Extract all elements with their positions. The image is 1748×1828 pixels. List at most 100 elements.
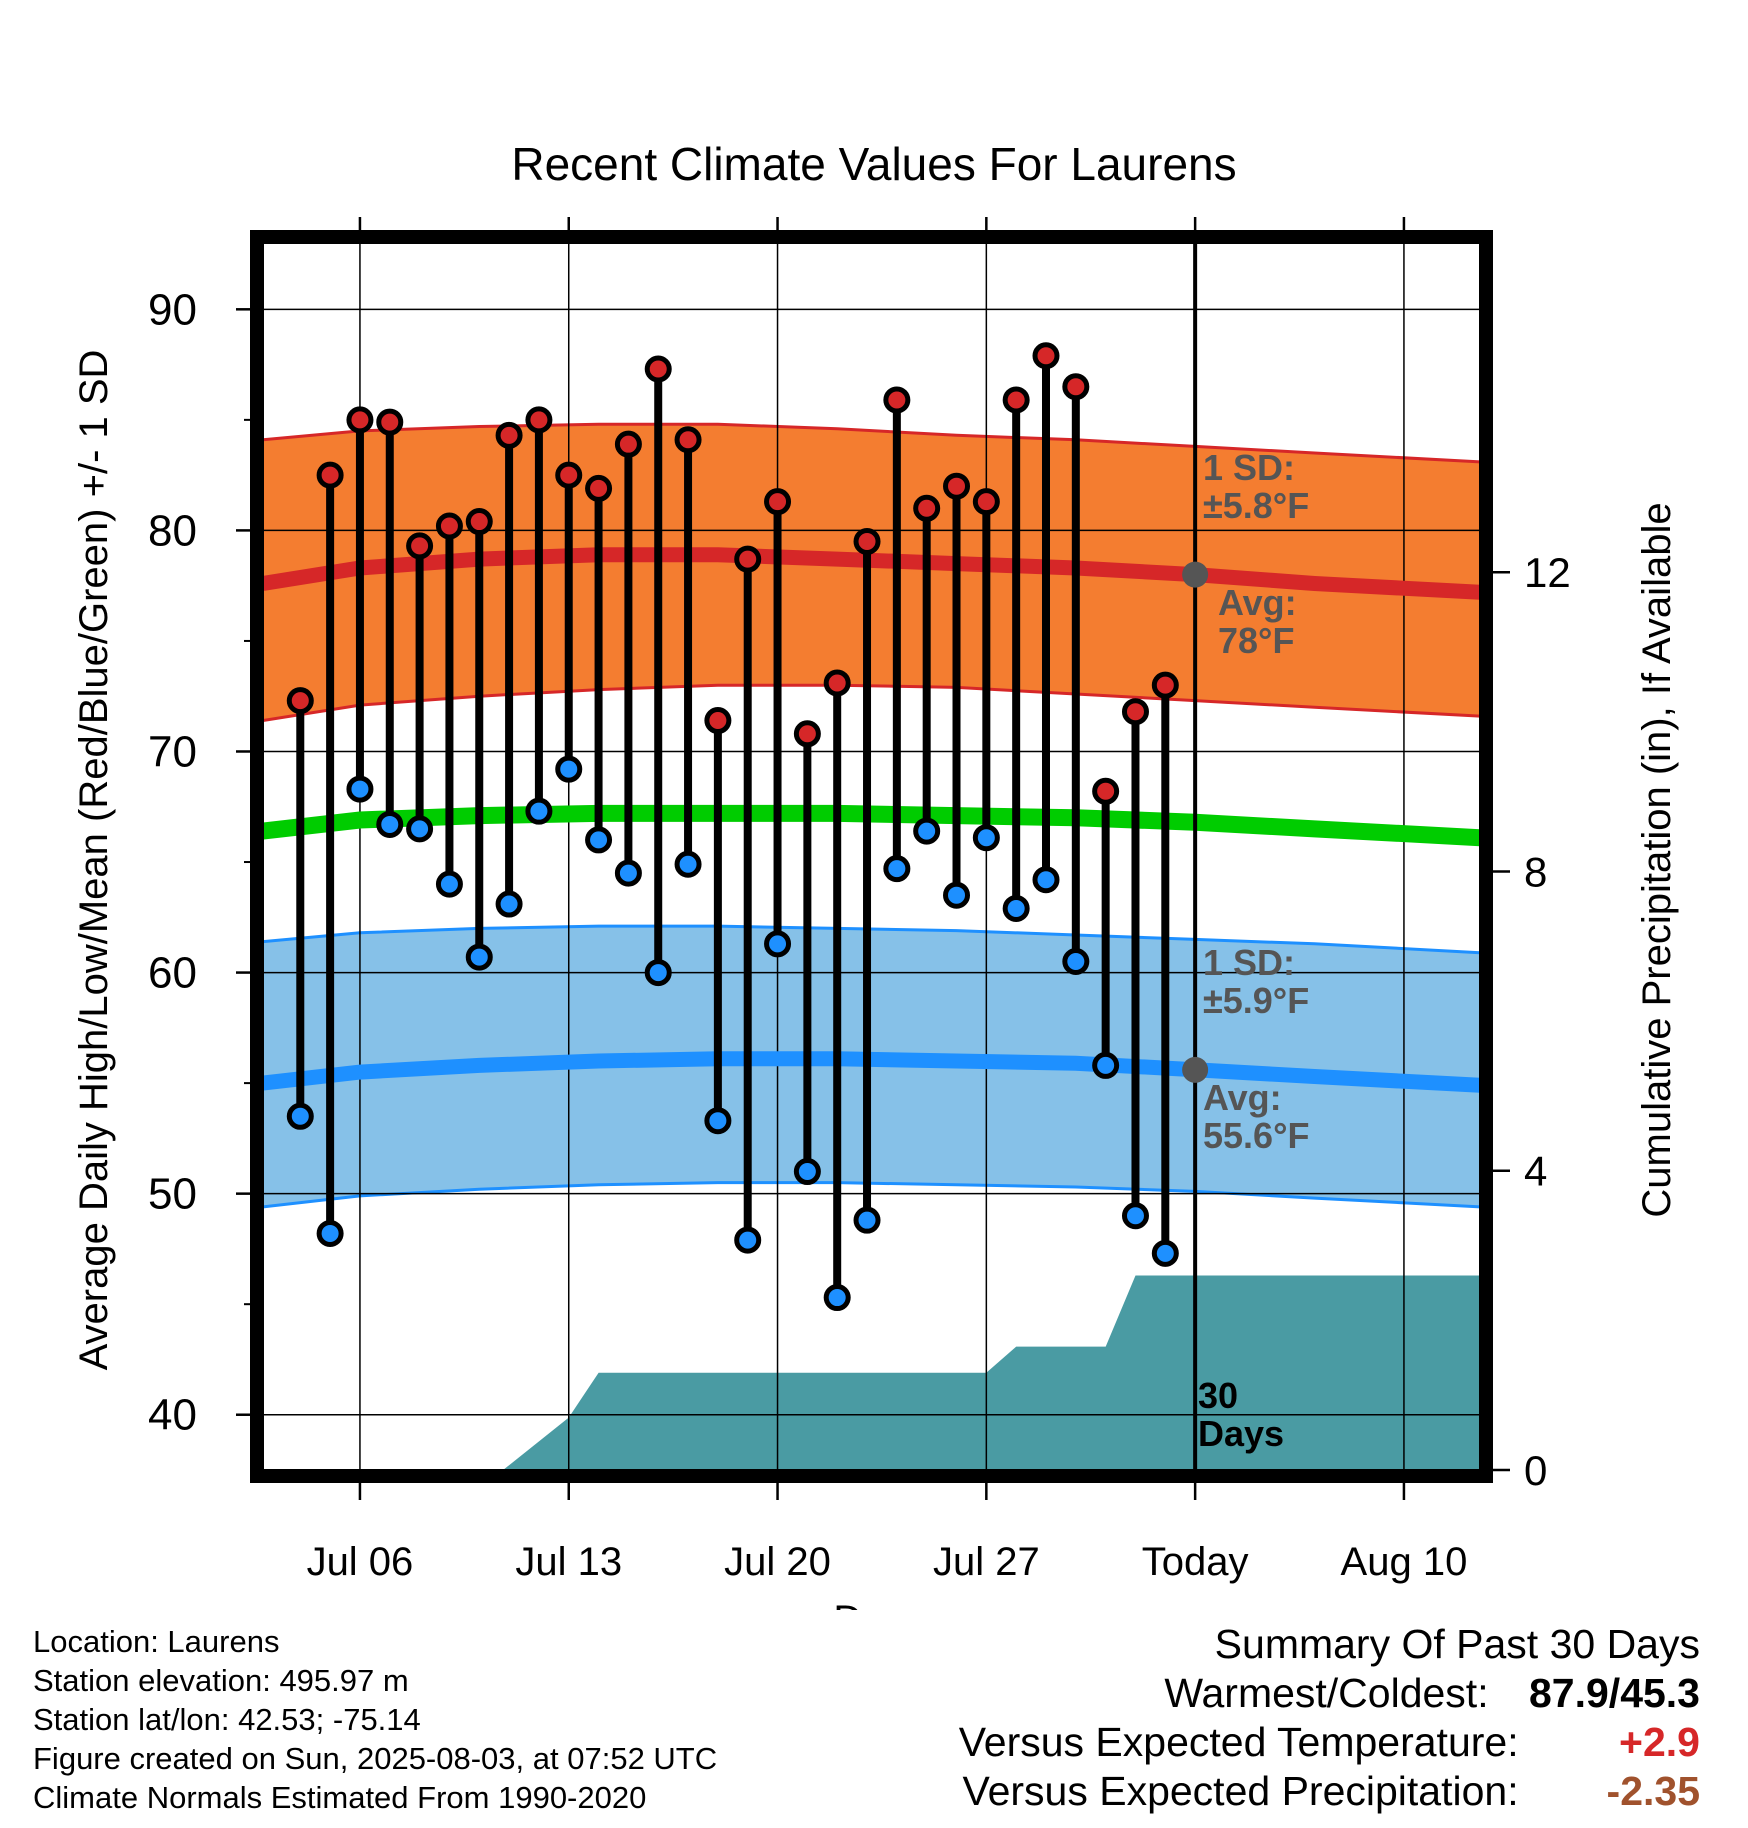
x-tick-label: Jul 27 xyxy=(933,1540,1040,1584)
temp-label: Versus Expected Temperature: xyxy=(958,1719,1519,1765)
high-sd-upper-line xyxy=(263,422,1480,464)
low-temp-point xyxy=(406,815,434,843)
plot-frame xyxy=(250,230,1493,1483)
info-location: Location: Laurens xyxy=(33,1624,280,1659)
high-temp-point xyxy=(346,406,374,434)
today-low-marker xyxy=(1182,1056,1209,1083)
high-temp-point xyxy=(943,472,971,500)
high-temp-point xyxy=(614,430,642,458)
high-sd-annotation-line: 1 SD: xyxy=(1203,447,1295,488)
y-axis-label: Average Daily High/Low/Mean (Red/Blue/Gr… xyxy=(72,350,116,1371)
station-info: Location: Laurens Station elevation: 495… xyxy=(33,1622,717,1817)
low-temp-point xyxy=(435,870,463,898)
low-temp-point xyxy=(943,881,971,909)
temp-value: +2.9 xyxy=(1619,1719,1700,1765)
y-tick-label: 70 xyxy=(148,727,197,776)
high-temp-point xyxy=(674,426,702,454)
high-temp-point xyxy=(316,461,344,489)
low-temp-point xyxy=(1002,894,1030,922)
chart-title: Recent Climate Values For Laurens xyxy=(511,138,1236,190)
low-temp-point xyxy=(704,1107,732,1135)
high-temp-point xyxy=(525,406,553,434)
high-temp-point xyxy=(1151,671,1179,699)
low-temp-point xyxy=(883,855,911,883)
warm-cold-label: Warmest/Coldest: xyxy=(1164,1670,1489,1716)
y2-tick-label: 0 xyxy=(1524,1447,1547,1494)
x-tick-label: Jul 13 xyxy=(515,1540,622,1584)
precip-annotation-line: Days xyxy=(1198,1413,1284,1454)
x-tick-label: Today xyxy=(1142,1540,1249,1584)
low-temp-point xyxy=(465,943,493,971)
low-temp-point xyxy=(1092,1051,1120,1079)
high-temp-point xyxy=(495,421,523,449)
low-temp-point xyxy=(644,959,672,987)
high-temp-point xyxy=(883,386,911,414)
high-sd-annotation-line: ±5.8°F xyxy=(1203,485,1309,526)
high-temp-point xyxy=(734,545,762,573)
low-sd-annotation-line: 1 SD: xyxy=(1203,942,1295,983)
low-temp-point xyxy=(614,859,642,887)
high-temp-point xyxy=(853,527,881,555)
info-created: Figure created on Sun, 2025-08-03, at 07… xyxy=(33,1741,718,1776)
y2-tick-label: 4 xyxy=(1524,1148,1547,1195)
x-tick-label: Aug 10 xyxy=(1341,1540,1468,1584)
low-temp-point xyxy=(853,1206,881,1234)
low-temp-point xyxy=(972,824,1000,852)
low-temp-point xyxy=(585,826,613,854)
high-temp-point xyxy=(1092,777,1120,805)
low-temp-point xyxy=(913,817,941,845)
low-temp-point xyxy=(525,797,553,825)
summary-precip: Versus Expected Precipitation: -2.35 xyxy=(959,1767,1701,1816)
low-temp-point xyxy=(793,1158,821,1186)
y-tick-label: 50 xyxy=(148,1170,197,1219)
high-temp-point xyxy=(435,512,463,540)
high-temp-point xyxy=(286,687,314,715)
low-temp-point xyxy=(1032,866,1060,894)
high-temp-point xyxy=(764,488,792,516)
low-temp-point xyxy=(734,1226,762,1254)
high-temp-point xyxy=(585,474,613,502)
precip-annotation: 30 Days xyxy=(1198,1375,1284,1454)
high-avg-annotation-line: 78°F xyxy=(1218,620,1294,661)
low-temp-point xyxy=(764,930,792,958)
y-tick-label: 80 xyxy=(148,506,197,555)
precip-label: Versus Expected Precipitation: xyxy=(962,1768,1519,1814)
summary-panel: Summary Of Past 30 Days Warmest/Coldest:… xyxy=(959,1620,1700,1816)
today-high-marker xyxy=(1182,561,1209,588)
high-temp-point xyxy=(1062,373,1090,401)
low-temp-point xyxy=(1151,1239,1179,1267)
high-temp-point xyxy=(972,488,1000,516)
low-temp-point xyxy=(346,775,374,803)
high-avg-annotation-line: Avg: xyxy=(1218,582,1297,623)
low-temp-point xyxy=(674,850,702,878)
high-temp-point xyxy=(555,461,583,489)
high-temp-point xyxy=(1032,342,1060,370)
low-avg-annotation-line: Avg: xyxy=(1203,1077,1282,1118)
summary-warm-cold: Warmest/Coldest: 87.9/45.3 xyxy=(959,1669,1700,1718)
x-axis-label: Day xyxy=(833,1598,904,1610)
climate-chart: Recent Climate Values For Laurens 1 SD: ±… xyxy=(72,138,1679,1610)
x-tick-label: Jul 06 xyxy=(307,1540,414,1584)
low-sd-annotation: 1 SD: ±5.9°F xyxy=(1203,942,1309,1021)
low-temp-point xyxy=(316,1219,344,1247)
high-temp-point xyxy=(793,720,821,748)
high-temp-point xyxy=(823,669,851,697)
y2-tick-label: 8 xyxy=(1524,848,1547,895)
high-temp-point xyxy=(704,707,732,735)
precip-value: -2.35 xyxy=(1606,1768,1700,1814)
y2-tick-label: 12 xyxy=(1524,549,1571,596)
low-sd-annotation-line: ±5.9°F xyxy=(1203,980,1309,1021)
high-temp-point xyxy=(644,355,672,383)
info-latlon: Station lat/lon: 42.53; -75.14 xyxy=(33,1702,421,1737)
low-avg-annotation-line: 55.6°F xyxy=(1203,1115,1309,1156)
precip-annotation-line: 30 xyxy=(1198,1375,1238,1416)
summary-temp: Versus Expected Temperature: +2.9 xyxy=(959,1718,1700,1767)
high-avg-line xyxy=(263,547,1480,600)
low-temp-point xyxy=(286,1102,314,1130)
low-temp-point xyxy=(376,810,404,838)
high-sd-annotation: 1 SD: ±5.8°F xyxy=(1203,447,1309,526)
y-tick-label: 60 xyxy=(148,949,197,998)
info-normals: Climate Normals Estimated From 1990-2020 xyxy=(33,1780,647,1815)
